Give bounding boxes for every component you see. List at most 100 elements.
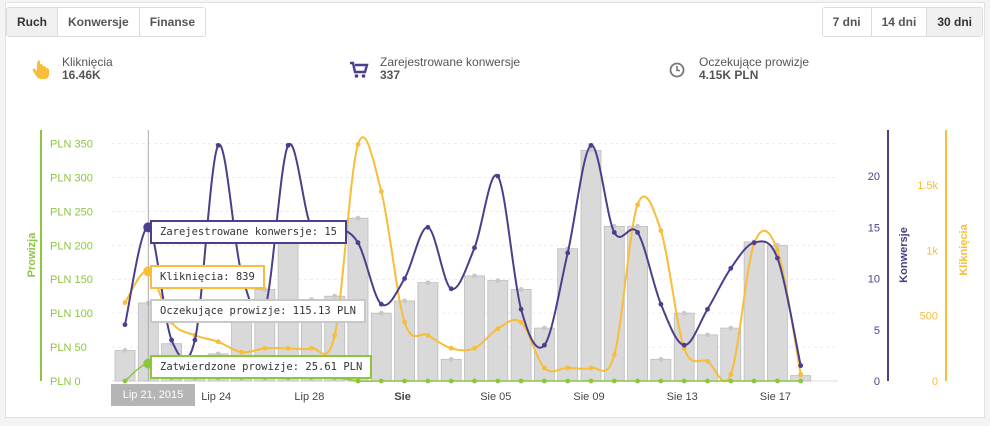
point-approved: [565, 378, 571, 384]
range-7-days[interactable]: 7 dni: [822, 8, 872, 36]
range-tabs: 7 dni 14 dni 30 dni: [821, 7, 983, 37]
clicks-tick-label: 500: [920, 311, 938, 323]
point-approved: [635, 378, 640, 384]
point-clicks: [658, 228, 664, 234]
x-tick-label: Lip 28: [294, 391, 324, 403]
point-conversions: [611, 230, 617, 235]
bar-pending-commission: [417, 282, 439, 382]
tooltip-approved: Zatwierdzone prowizje: 25.61 PLN: [150, 355, 373, 379]
bar-point: [681, 310, 687, 316]
bar-point: [728, 325, 734, 331]
bar-pending-commission: [464, 275, 485, 382]
bar-point: [122, 348, 128, 353]
x-tick-label: Lip 24: [201, 391, 231, 403]
point-conversions: [751, 240, 757, 246]
point-clicks: [728, 372, 734, 377]
point-clicks: [425, 332, 431, 338]
tab-konwersje[interactable]: Konwersje: [58, 8, 140, 36]
point-approved: [448, 378, 454, 384]
left-tick-label: PLN 200: [50, 240, 93, 252]
point-approved: [355, 378, 361, 384]
point-approved: [122, 378, 128, 384]
point-approved: [378, 378, 384, 384]
point-clicks: [355, 141, 361, 147]
conversions-tick-label: 20: [868, 171, 880, 183]
line-clicks: [124, 136, 802, 383]
conversions-tick-label: 5: [874, 325, 880, 337]
point-clicks: [332, 332, 338, 338]
bar-point: [542, 325, 547, 331]
point-conversions: [355, 240, 361, 246]
point-conversions: [565, 250, 571, 256]
point-conversions: [378, 301, 384, 307]
tab-ruch[interactable]: Ruch: [7, 8, 58, 36]
bar-point: [355, 215, 361, 221]
range-14-days[interactable]: 14 dni: [871, 8, 928, 36]
clicks-value: 16.46K: [62, 68, 101, 82]
pending-label: Oczekujące prowizje: [699, 55, 810, 69]
point-clicks: [122, 300, 128, 305]
point-clicks: [285, 345, 291, 351]
clicks-tick-label: 1.5k: [917, 180, 938, 192]
point-clicks: [402, 319, 407, 325]
conversions-label: Zarejestrowane konwersje: [380, 55, 521, 69]
stat-pending: Oczekujące prowizje 4.15K PLN: [667, 56, 809, 82]
bar-pending-commission: [767, 244, 788, 382]
bar-pending-commission: [743, 241, 765, 382]
point-clicks: [472, 345, 477, 351]
clicks-tick-label: 0: [932, 376, 938, 388]
point-approved: [542, 378, 547, 384]
left-tick-label: PLN 150: [50, 274, 93, 286]
point-conversions: [635, 230, 640, 235]
point-conversions: [705, 306, 710, 312]
stat-clicks: Kliknięcia 16.46K: [30, 56, 113, 82]
right-axis-title-conversions: Konwersje: [898, 227, 910, 283]
x-tick-label: Sie 13: [667, 391, 698, 403]
shopping-cart-icon: [350, 61, 369, 78]
left-axis-title: Prowizja: [26, 232, 38, 278]
point-conversions: [425, 224, 431, 230]
left-tick-label: PLN 50: [50, 342, 87, 354]
point-approved: [775, 378, 780, 384]
clicks-tick-label: 1k: [926, 245, 938, 257]
point-clicks: [518, 319, 524, 325]
point-conversions: [542, 342, 547, 348]
point-conversions: [169, 337, 175, 343]
point-conversions: [122, 322, 128, 328]
bar-pending-commission: [440, 358, 462, 382]
bar-point: [518, 287, 524, 292]
left-tick-label: PLN 0: [50, 376, 81, 388]
point-conversions: [495, 173, 501, 179]
x-tick-label: Sie: [394, 391, 411, 403]
bar-point: [402, 298, 407, 304]
conversions-tick-label: 10: [868, 274, 880, 286]
bar-point: [658, 356, 664, 362]
point-conversions: [215, 142, 221, 148]
left-tick-label: PLN 100: [50, 308, 93, 320]
x-tick-label: Sie 05: [480, 391, 511, 403]
point-approved: [402, 378, 407, 384]
point-approved: [495, 378, 501, 384]
point-clicks: [635, 202, 640, 207]
x-tick-label: Sie 17: [760, 391, 791, 403]
point-clicks: [611, 352, 617, 358]
point-clicks: [448, 345, 454, 351]
bar-pending-commission: [370, 312, 392, 382]
conversions-tick-label: 15: [868, 222, 880, 234]
right-axis-title-clicks: Kliknięcia: [958, 223, 970, 275]
point-approved: [798, 378, 804, 384]
bar-point: [448, 356, 454, 362]
pointer-hand-icon: [32, 60, 49, 79]
bar-point: [705, 332, 710, 338]
range-30-days[interactable]: 30 dni: [927, 8, 982, 36]
point-conversions: [402, 276, 407, 281]
point-clicks: [542, 365, 547, 371]
point-approved: [472, 378, 477, 384]
bar-point: [378, 310, 384, 316]
point-clicks: [215, 339, 221, 345]
tab-finanse[interactable]: Finanse: [139, 8, 206, 36]
metric-tabs: Ruch Konwersje Finanse: [6, 7, 207, 37]
point-conversions: [518, 306, 524, 312]
bar-point: [425, 280, 431, 286]
hover-date-badge: Lip 21, 2015: [111, 384, 195, 406]
